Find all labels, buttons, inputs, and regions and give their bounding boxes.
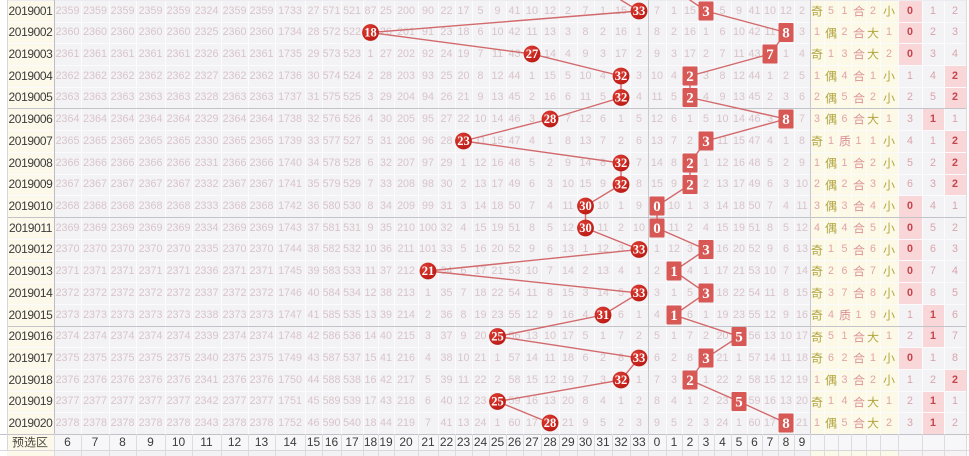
svg-text:7: 7 [766,47,774,63]
svg-text:3: 3 [702,4,710,20]
svg-text:2: 2 [686,91,694,107]
svg-text:1: 1 [670,308,678,324]
svg-text:27: 27 [526,47,539,61]
svg-text:8: 8 [782,112,790,128]
svg-text:33: 33 [633,351,646,365]
svg-text:30: 30 [579,221,592,235]
svg-text:18: 18 [364,26,377,40]
svg-text:8: 8 [782,416,790,432]
svg-text:32: 32 [615,178,628,192]
svg-text:3: 3 [702,351,710,367]
svg-text:33: 33 [633,243,646,257]
svg-text:2: 2 [686,373,694,389]
svg-text:2: 2 [686,178,694,194]
svg-text:2: 2 [686,69,694,85]
svg-text:28: 28 [544,416,557,430]
svg-text:3: 3 [702,286,710,302]
svg-text:30: 30 [579,199,592,213]
svg-text:0: 0 [653,221,661,237]
svg-text:8: 8 [782,26,790,42]
svg-text:21: 21 [422,264,435,278]
svg-text:32: 32 [615,373,628,387]
svg-text:33: 33 [633,4,646,18]
svg-text:2: 2 [686,156,694,172]
svg-text:32: 32 [615,91,628,105]
svg-text:32: 32 [615,69,628,83]
svg-text:23: 23 [457,134,470,148]
svg-text:0: 0 [653,199,661,215]
svg-text:31: 31 [597,308,610,322]
svg-text:3: 3 [702,243,710,259]
svg-text:25: 25 [491,395,504,409]
svg-text:5: 5 [735,330,743,346]
svg-text:25: 25 [491,330,504,344]
svg-text:32: 32 [615,156,628,170]
svg-text:5: 5 [735,395,743,411]
svg-text:33: 33 [633,286,646,300]
svg-text:28: 28 [544,112,557,126]
svg-text:3: 3 [702,134,710,150]
svg-text:1: 1 [670,264,678,280]
